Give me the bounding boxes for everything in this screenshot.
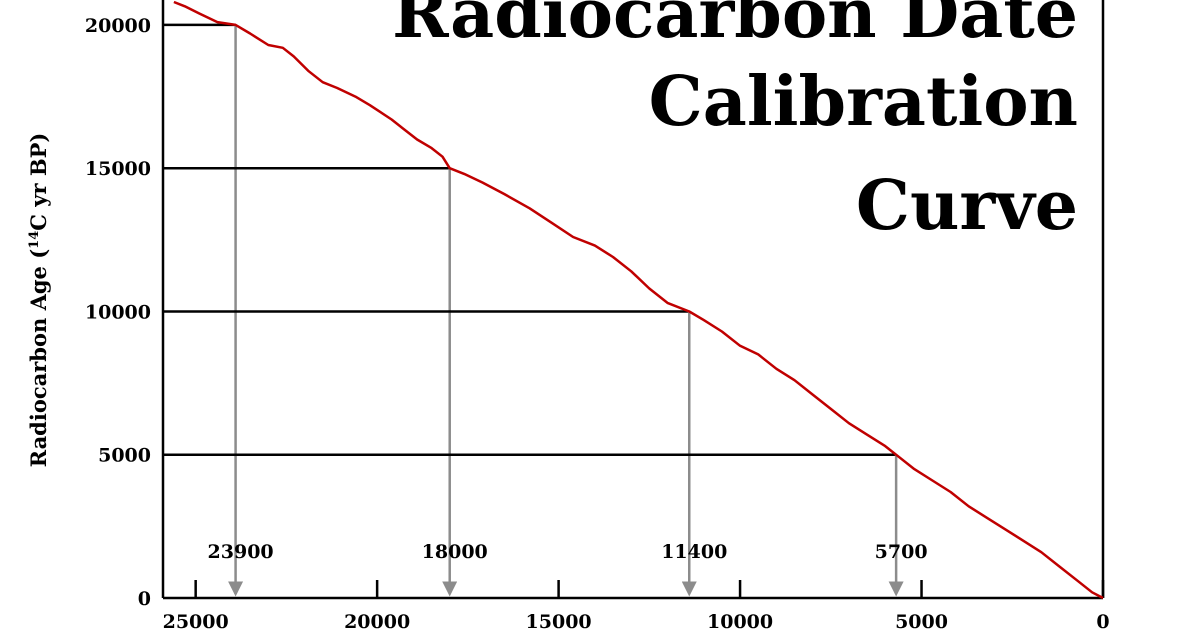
x-tick-label: 25000 (163, 611, 229, 630)
chart-title-line-1: Radiocarbon Date (392, 0, 1078, 54)
y-axis-label: Radiocarbon Age (14C yr BP) (26, 133, 51, 468)
calibrated-age-label: 5700 (875, 541, 928, 563)
x-tick-label: 10000 (707, 611, 773, 630)
x-tick-label: 20000 (344, 611, 410, 630)
y-tick-label: 20000 (85, 15, 151, 37)
calibrated-age-label: 11400 (661, 541, 727, 563)
chart-title-line-3: Curve (855, 166, 1078, 246)
y-axis-label-part-2: C yr BP) (26, 133, 51, 231)
x-tick-label: 15000 (526, 611, 592, 630)
reference-lines (163, 23, 904, 597)
x-tick-label: 0 (1096, 611, 1109, 630)
y-tick-label: 10000 (85, 301, 151, 323)
axes (161, 0, 1105, 600)
y-axis-label-part-1: Radiocarbon Age ( (26, 249, 51, 468)
calibrated-age-label: 23900 (208, 541, 274, 563)
labels: 0 5000 10000 15000 20000 25000 20000 15000 10000… (85, 15, 1110, 630)
y-tick-label: 0 (138, 588, 151, 610)
x-tick-label: 5000 (895, 611, 948, 630)
chart-title-line-2: Calibration (648, 62, 1078, 142)
calibration-curve (173, 0, 1104, 600)
y-tick-label: 15000 (85, 158, 151, 180)
y-axis-label-superscript: 14 (27, 231, 42, 249)
calibrated-age-label: 18000 (422, 541, 488, 563)
y-tick-label: 5000 (98, 445, 151, 467)
calibration-curve-layer (173, 0, 1104, 600)
